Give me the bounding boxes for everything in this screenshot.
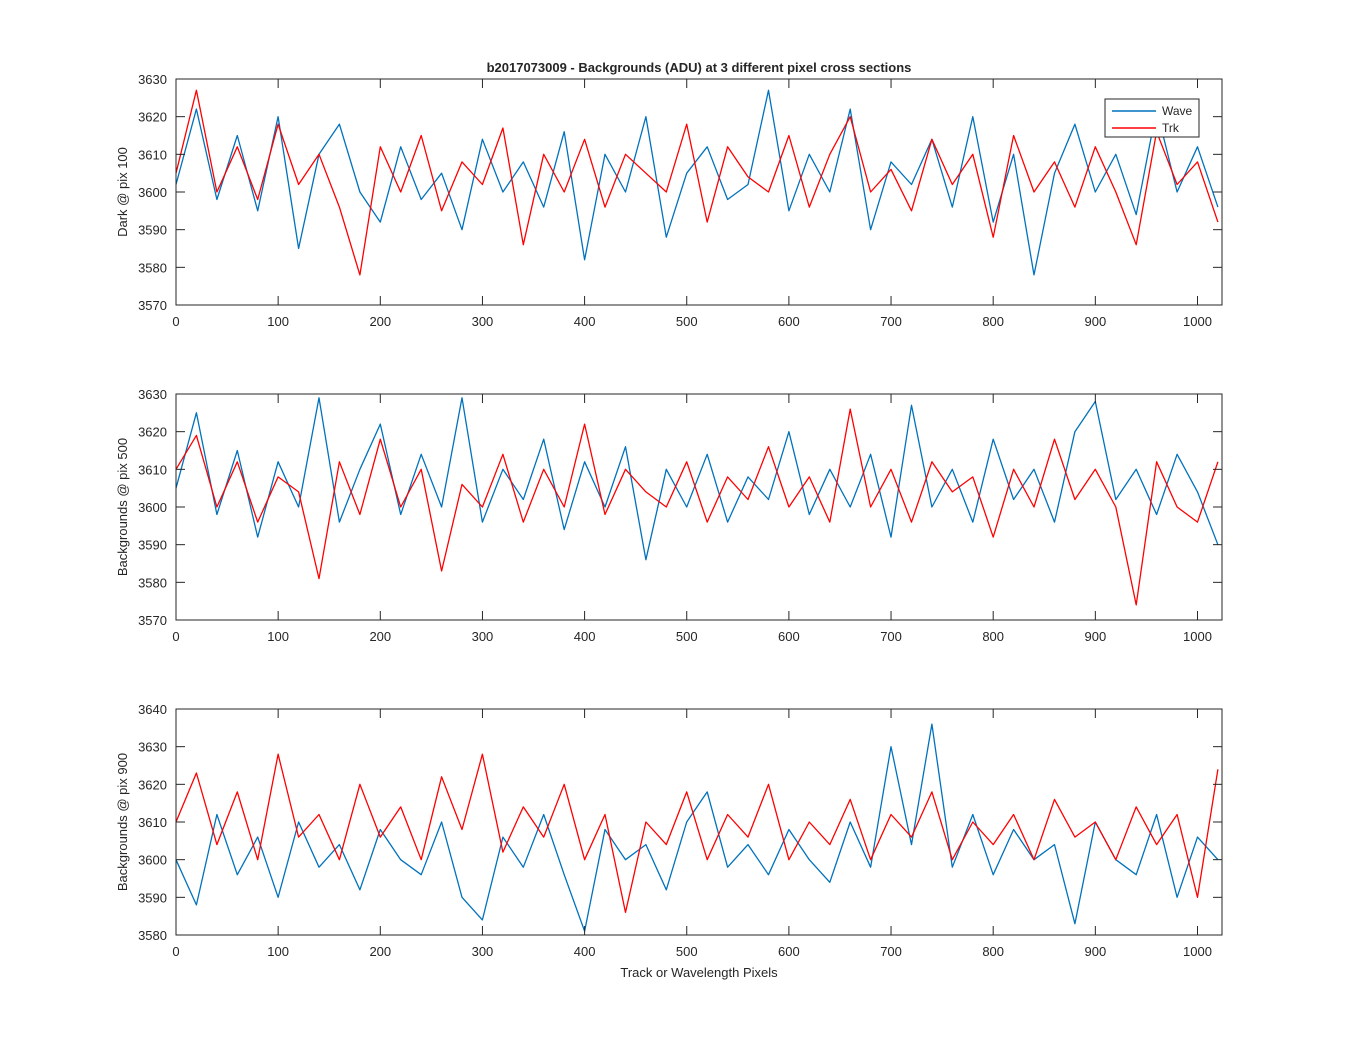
- y-axis-label: Backgrounds @ pix 900: [115, 753, 130, 891]
- y-tick-label: 3600: [138, 500, 167, 515]
- x-tick-label: 200: [369, 314, 391, 329]
- y-tick-label: 3590: [138, 223, 167, 238]
- y-tick-label: 3610: [138, 815, 167, 830]
- subplot-1: 0 100 200 300 400 500 600 700 800 900 1000 3570 3580…: [115, 72, 1223, 329]
- series-line-trk: [175, 753, 1219, 914]
- x-tick-label: 400: [574, 944, 596, 959]
- plot-area: [176, 394, 1222, 620]
- y-axis-label: Dark @ pix 100: [115, 147, 130, 237]
- y-tick-label: 3620: [138, 777, 167, 792]
- plot-area: [176, 709, 1222, 935]
- y-tick-label: 3620: [138, 110, 167, 125]
- series-line-trk: [175, 89, 1219, 276]
- x-tick-label: 800: [982, 629, 1004, 644]
- x-tick-label: 0: [172, 944, 179, 959]
- x-tick-label: 1000: [1183, 629, 1212, 644]
- x-tick-label: 300: [472, 629, 494, 644]
- y-tick-label: 3600: [138, 185, 167, 200]
- x-tick-label: 900: [1084, 629, 1106, 644]
- y-axis-label: Backgrounds @ pix 500: [115, 438, 130, 576]
- x-tick-label: 0: [172, 314, 179, 329]
- plot-area: [176, 79, 1222, 305]
- x-tick-label: 600: [778, 314, 800, 329]
- x-tick-label: 200: [369, 944, 391, 959]
- x-tick-label: 400: [574, 629, 596, 644]
- x-tick-label: 300: [472, 944, 494, 959]
- y-tick-label: 3570: [138, 298, 167, 313]
- x-tick-label: 700: [880, 314, 902, 329]
- series-line-wave: [175, 89, 1219, 276]
- chart-title: b2017073009 - Backgrounds (ADU) at 3 dif…: [487, 60, 912, 75]
- series-line-wave: [175, 723, 1219, 932]
- legend: Wave Trk: [1104, 98, 1200, 138]
- x-tick-label: 600: [778, 629, 800, 644]
- legend-wave-label: Wave: [1162, 104, 1193, 118]
- x-tick-label: 400: [574, 314, 596, 329]
- x-tick-label: 1000: [1183, 944, 1212, 959]
- x-tick-label: 100: [267, 944, 289, 959]
- x-tick-label: 900: [1084, 944, 1106, 959]
- x-tick-label: 200: [369, 629, 391, 644]
- x-tick-label: 1000: [1183, 314, 1212, 329]
- y-tick-label: 3620: [138, 425, 167, 440]
- y-tick-label: 3580: [138, 260, 167, 275]
- x-tick-label: 500: [676, 629, 698, 644]
- y-tick-label: 3600: [138, 853, 167, 868]
- subplots: 0 100 200 300 400 500 600 700 800 900 100035703580…: [115, 72, 1223, 959]
- y-tick-label: 3610: [138, 462, 167, 477]
- x-tick-label: 900: [1084, 314, 1106, 329]
- x-tick-label: 300: [472, 314, 494, 329]
- x-tick-label: 100: [267, 314, 289, 329]
- x-axis-label: Track or Wavelength Pixels: [620, 965, 778, 980]
- y-tick-label: 3630: [138, 387, 167, 402]
- series-line-wave: [175, 397, 1219, 561]
- legend-box: [1104, 98, 1200, 138]
- y-tick-label: 3630: [138, 740, 167, 755]
- y-tick-label: 3580: [138, 575, 167, 590]
- x-tick-label: 700: [880, 629, 902, 644]
- y-tick-label: 3630: [138, 72, 167, 87]
- y-tick-label: 3640: [138, 702, 167, 717]
- y-tick-label: 3590: [138, 538, 167, 553]
- series-line-trk: [175, 408, 1219, 606]
- x-tick-label: 600: [778, 944, 800, 959]
- legend-trk-label: Trk: [1162, 121, 1180, 135]
- y-tick-label: 3610: [138, 147, 167, 162]
- y-tick-label: 3590: [138, 890, 167, 905]
- x-tick-label: 500: [676, 944, 698, 959]
- x-tick-label: 700: [880, 944, 902, 959]
- subplot-2: 0 100 200 300 400 500 600 700 800 900 1000 3570 3580…: [115, 387, 1223, 644]
- x-tick-label: 800: [982, 314, 1004, 329]
- x-tick-label: 800: [982, 944, 1004, 959]
- x-tick-label: 0: [172, 629, 179, 644]
- subplot-3: 0 100 200 300 400 500 600 700 800 900 1000 3580 3590…: [115, 702, 1223, 959]
- x-tick-label: 500: [676, 314, 698, 329]
- x-tick-label: 100: [267, 629, 289, 644]
- y-tick-label: 3570: [138, 613, 167, 628]
- y-tick-label: 3580: [138, 928, 167, 943]
